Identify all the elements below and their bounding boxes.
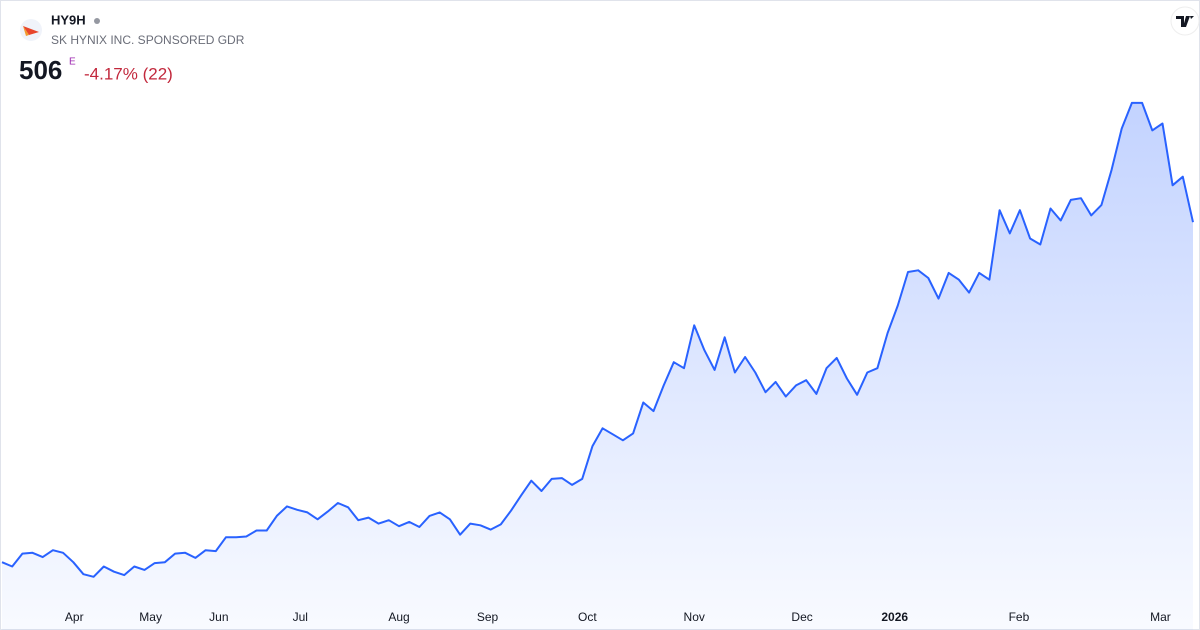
x-tick-label: 2026: [881, 610, 908, 624]
status-dot: [94, 18, 100, 24]
x-tick-label: Aug: [388, 610, 409, 624]
tv-logo[interactable]: [1170, 6, 1200, 36]
x-tick-label: May: [139, 610, 162, 624]
x-tick-label: Jun: [209, 610, 228, 624]
x-tick-label: Oct: [578, 610, 597, 624]
x-tick-label: Feb: [1009, 610, 1030, 624]
price-line: [1, 101, 1194, 578]
x-tick-label: Dec: [791, 610, 812, 624]
company-name: SK HYNIX INC. SPONSORED GDR: [51, 33, 245, 47]
x-tick-label: Apr: [65, 610, 84, 624]
price-change: -4.17% (22): [84, 64, 173, 83]
area-fill: [2, 102, 1193, 630]
x-tick-label: Mar: [1150, 610, 1171, 624]
logo: [20, 19, 42, 41]
x-tick-label: Jul: [293, 610, 308, 624]
price: 506: [19, 55, 62, 85]
x-tick-label: Sep: [477, 610, 499, 624]
x-tick-label: Nov: [684, 610, 705, 624]
price-flag: E: [69, 57, 76, 68]
ticker: HY9H: [51, 12, 86, 27]
